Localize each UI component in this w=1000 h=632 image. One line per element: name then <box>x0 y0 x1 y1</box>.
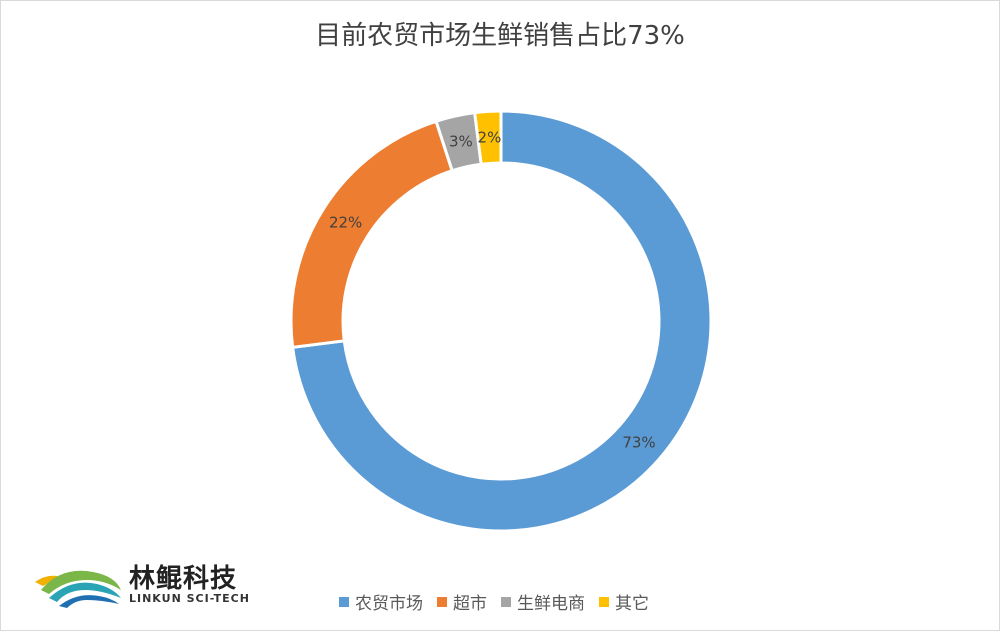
chart-title: 目前农贸市场生鲜销售占比73% <box>315 21 685 51</box>
data-label-other: 2% <box>478 128 502 146</box>
legend-swatch <box>437 596 447 607</box>
legend-item-supermarket: 超市 <box>437 589 487 614</box>
legend-swatch <box>339 596 349 607</box>
legend-label: 其它 <box>615 594 649 614</box>
data-label-fresh-ecommerce: 3% <box>449 132 473 150</box>
logo-name-en: LINKUN SCI-TECH <box>129 592 250 605</box>
wave-logo-icon <box>35 570 121 608</box>
legend: 农贸市场 超市 生鲜电商 其它 <box>339 589 649 614</box>
legend-label: 生鲜电商 <box>517 594 585 614</box>
donut-slice-supermarket <box>289 119 455 349</box>
legend-swatch <box>599 596 609 607</box>
logo-name-cn: 林鲲科技 <box>129 564 238 594</box>
legend-item-other: 其它 <box>599 589 649 614</box>
donut-slice-other <box>473 109 503 166</box>
legend-item-fresh-ecommerce: 生鲜电商 <box>501 589 585 614</box>
legend-label: 超市 <box>453 594 487 614</box>
donut-slice-farmers-market <box>290 109 713 533</box>
data-label-farmers-market: 73% <box>622 434 655 452</box>
company-logo: 林鲲科技 LINKUN SCI-TECH <box>31 556 261 611</box>
legend-item-farmers-market: 农贸市场 <box>339 589 423 614</box>
legend-label: 农贸市场 <box>355 594 423 614</box>
data-label-supermarket: 22% <box>329 213 362 231</box>
legend-swatch <box>501 596 511 607</box>
